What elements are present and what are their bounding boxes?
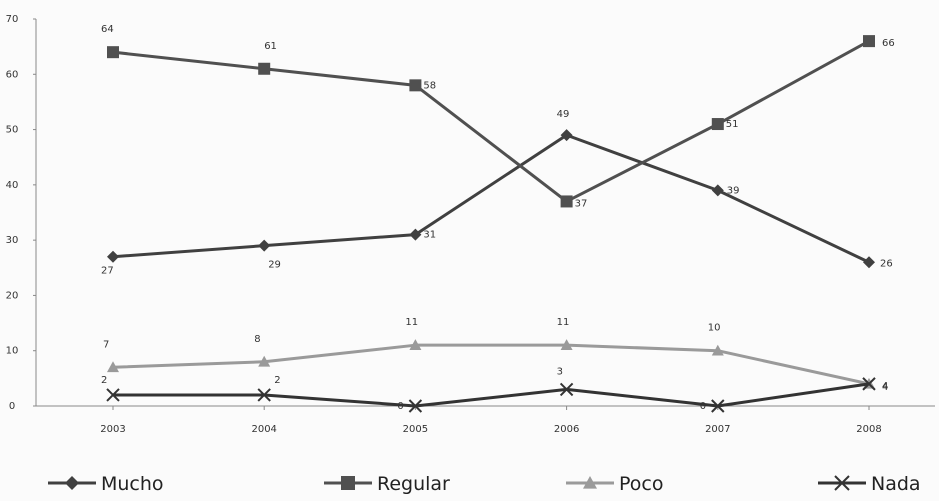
data-point-nada: [408, 399, 423, 413]
data-point-mucho: [107, 250, 119, 263]
data-label-mucho: 49: [557, 109, 570, 120]
data-point-regular: [711, 118, 724, 131]
data-label-regular: 66: [882, 38, 895, 49]
data-label-poco: 10: [708, 323, 721, 334]
series-line-mucho: [112, 133, 870, 264]
legend-marker-regular: [341, 476, 355, 490]
x-tick-label: 2005: [403, 424, 428, 435]
data-point-nada: [106, 388, 120, 402]
y-tick-label: 30: [6, 235, 19, 246]
x-tick-label: 2008: [856, 424, 881, 435]
data-point-mucho: [711, 184, 724, 197]
data-point-poco: [560, 339, 573, 350]
data-point-nada: [711, 399, 725, 413]
x-tick-label: 2003: [100, 424, 125, 435]
data-label-mucho: 31: [423, 230, 436, 241]
data-point-poco: [409, 339, 422, 350]
y-tick-label: 20: [6, 290, 19, 301]
data-label-poco: 8: [254, 334, 260, 345]
data-point-nada: [862, 377, 876, 391]
data-point-poco: [107, 361, 119, 373]
data-point-mucho: [863, 256, 875, 269]
series-line-regular: [112, 39, 870, 203]
legend-label-poco: Poco: [619, 473, 663, 495]
y-tick-label: 10: [6, 346, 19, 357]
series-line-nada: [113, 382, 870, 408]
data-label-nada: 0: [700, 401, 706, 412]
data-label-regular: 58: [423, 80, 436, 91]
data-point-poco: [711, 344, 724, 356]
data-point-regular: [107, 46, 119, 59]
data-label-regular: 61: [264, 41, 277, 52]
legend-marker-poco: [583, 476, 597, 489]
data-label-regular: 51: [726, 119, 739, 130]
legend-label-regular: Regular: [377, 473, 450, 495]
y-tick-label: 40: [6, 180, 19, 191]
data-point-regular: [258, 62, 271, 75]
data-point-regular: [560, 195, 573, 208]
y-tick-label: 60: [6, 69, 19, 80]
data-point-regular: [409, 79, 422, 92]
x-tick-label: 2006: [554, 424, 579, 435]
data-label-poco: 7: [103, 339, 109, 350]
data-label-nada: 4: [882, 381, 888, 392]
x-tick-label: 2007: [705, 424, 730, 435]
legend-label-nada: Nada: [871, 473, 921, 495]
y-tick-label: 50: [6, 125, 19, 136]
data-label-nada: 2: [101, 375, 107, 386]
series-line-poco: [112, 343, 870, 386]
data-label-nada: 0: [397, 401, 403, 412]
data-point-nada: [257, 388, 271, 402]
data-label-nada: 3: [557, 366, 563, 377]
data-label-poco: 4: [882, 382, 888, 393]
legend-marker-mucho: [65, 476, 79, 490]
data-label-nada: 2: [274, 375, 280, 386]
data-label-regular: 64: [101, 24, 114, 35]
data-label-mucho: 26: [880, 258, 893, 269]
legend-label-mucho: Mucho: [101, 473, 164, 495]
data-point-nada: [559, 382, 574, 397]
y-tick-label: 0: [9, 401, 15, 412]
data-label-poco: 11: [405, 317, 418, 328]
data-label-poco: 11: [557, 317, 570, 328]
data-point-regular: [863, 35, 875, 48]
data-label-regular: 37: [575, 198, 588, 209]
data-label-mucho: 39: [727, 185, 740, 196]
data-point-mucho: [560, 129, 573, 142]
data-point-mucho: [409, 228, 422, 241]
y-tick-label: 70: [6, 14, 19, 25]
x-tick-label: 2004: [251, 424, 276, 435]
legend-marker-nada: [834, 475, 850, 491]
data-label-mucho: 29: [268, 260, 281, 271]
data-point-poco: [258, 355, 271, 367]
data-point-mucho: [258, 239, 271, 252]
data-label-mucho: 27: [101, 266, 114, 277]
